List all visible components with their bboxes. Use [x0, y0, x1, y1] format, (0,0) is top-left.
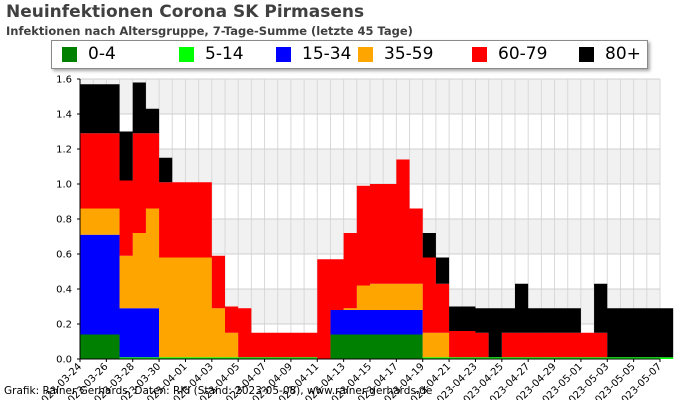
y-tick-label: 1.4 [56, 110, 72, 121]
legend-label: 0-4 [88, 44, 116, 64]
chart-title: Neuinfektionen Corona SK Pirmasens [6, 2, 365, 22]
credit-text: Grafik: Rainer Gerhards, Daten: RKI (Sta… [4, 385, 433, 397]
y-tick-label: 0.2 [56, 320, 72, 331]
y-tick-label: 1.0 [56, 180, 72, 191]
series-area-5 [80, 82, 674, 358]
chart-subtitle: Infektionen nach Altersgruppe, 7-Tage-Su… [6, 24, 413, 38]
series-area-2 [80, 234, 674, 359]
y-tick-label: 0.4 [56, 285, 72, 296]
y-tick-label: 0.6 [56, 250, 72, 261]
legend-label: 35-59 [384, 44, 434, 64]
y-tick-label: 1.6 [56, 75, 72, 86]
legend-label: 15-34 [302, 44, 352, 64]
legend-swatch [472, 47, 487, 62]
legend-label: 60-79 [498, 44, 548, 64]
legend-label: 80+ [605, 44, 641, 64]
series-area-4 [80, 133, 674, 359]
y-tick-label: 0.8 [56, 215, 72, 226]
y-tick-label: 1.2 [56, 145, 72, 156]
legend-swatch [179, 47, 194, 62]
legend-swatch [276, 47, 291, 62]
legend-swatch [358, 47, 373, 62]
legend: 0-4 5-14 15-34 35-59 60-79 80+ [51, 40, 648, 69]
legend-label: 5-14 [205, 44, 244, 64]
legend-swatch [579, 47, 594, 62]
series-area-0 [80, 334, 674, 359]
legend-swatch [62, 47, 77, 62]
y-tick-label: 0.0 [56, 355, 72, 366]
